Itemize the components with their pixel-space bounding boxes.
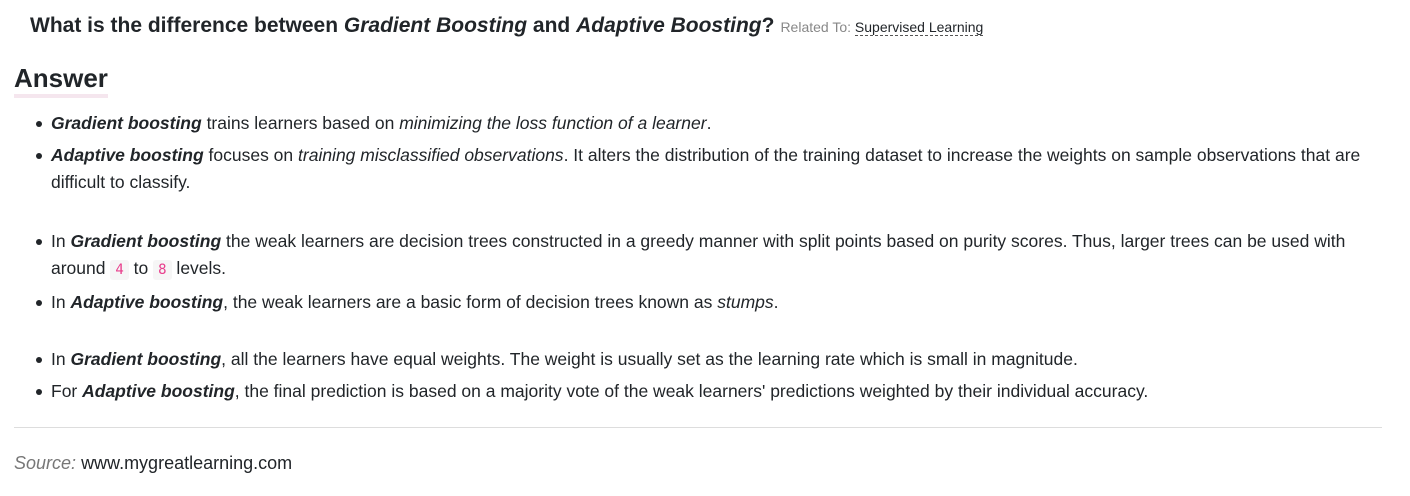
item-text: In xyxy=(51,292,71,312)
item-emphasis: training misclassified observations xyxy=(298,145,564,165)
level-max-code: 8 xyxy=(153,260,172,280)
answer-list-weights: In Gradient boosting, all the learners h… xyxy=(36,346,1376,410)
item-text: focuses on xyxy=(203,145,299,165)
list-item: For Adaptive boosting, the final predict… xyxy=(36,378,1376,405)
item-text: For xyxy=(51,381,83,401)
term-adaptive-boosting: Adaptive boosting xyxy=(82,381,235,401)
answer-list-learners: In Gradient boosting the weak learners a… xyxy=(36,228,1376,321)
level-min-code: 4 xyxy=(110,260,129,280)
term-adaptive-boosting: Adaptive boosting xyxy=(51,145,204,165)
item-text: the weak learners are decision trees con… xyxy=(51,231,1346,278)
item-text: to xyxy=(128,258,154,278)
item-text: . xyxy=(706,113,712,133)
question-term-adaptive: Adaptive Boosting xyxy=(576,14,762,37)
item-text: levels. xyxy=(171,258,227,278)
question-title: What is the difference between Gradient … xyxy=(30,14,984,38)
term-gradient-boosting: Gradient boosting xyxy=(51,113,202,133)
related-label: Related To: xyxy=(780,19,855,35)
answer-heading: Answer xyxy=(14,62,108,98)
item-text: In xyxy=(51,349,71,369)
list-item: In Gradient boosting, all the learners h… xyxy=(36,346,1376,373)
item-text: In xyxy=(51,231,71,251)
source-url: www.mygreatlearning.com xyxy=(81,453,293,473)
term-adaptive-boosting: Adaptive boosting xyxy=(70,292,224,312)
answer-list-training: Gradient boosting trains learners based … xyxy=(36,110,1376,201)
list-item: Adaptive boosting focuses on training mi… xyxy=(36,142,1376,196)
item-text: , all the learners have equal weights. T… xyxy=(221,349,1078,369)
item-emphasis: minimizing the loss function of a learne… xyxy=(399,113,707,133)
term-gradient-boosting: Gradient boosting xyxy=(70,231,222,251)
item-text: , the weak learners are a basic form of … xyxy=(223,292,718,312)
item-text: trains learners based on xyxy=(201,113,400,133)
question-text: What is the difference between xyxy=(30,14,344,37)
term-gradient-boosting: Gradient boosting xyxy=(70,349,222,369)
list-item: In Gradient boosting the weak learners a… xyxy=(36,228,1376,284)
source-label: Source: xyxy=(14,453,77,473)
item-text: . It alters the distribution of the trai… xyxy=(51,145,1361,192)
question-text: ? xyxy=(761,14,775,37)
item-emphasis: stumps xyxy=(717,292,774,312)
related-to: Related To: Supervised Learning xyxy=(780,19,984,36)
list-item: In Adaptive boosting, the weak learners … xyxy=(36,289,1376,316)
item-text: , the final prediction is based on a maj… xyxy=(234,381,1149,401)
related-topic-link[interactable]: Supervised Learning xyxy=(854,19,984,36)
item-text: . xyxy=(773,292,779,312)
question-term-gradient: Gradient Boosting xyxy=(343,14,528,37)
source-line: Source: www.mygreatlearning.com xyxy=(14,453,292,474)
divider xyxy=(14,427,1382,428)
question-text: and xyxy=(527,14,577,37)
list-item: Gradient boosting trains learners based … xyxy=(36,110,1376,137)
